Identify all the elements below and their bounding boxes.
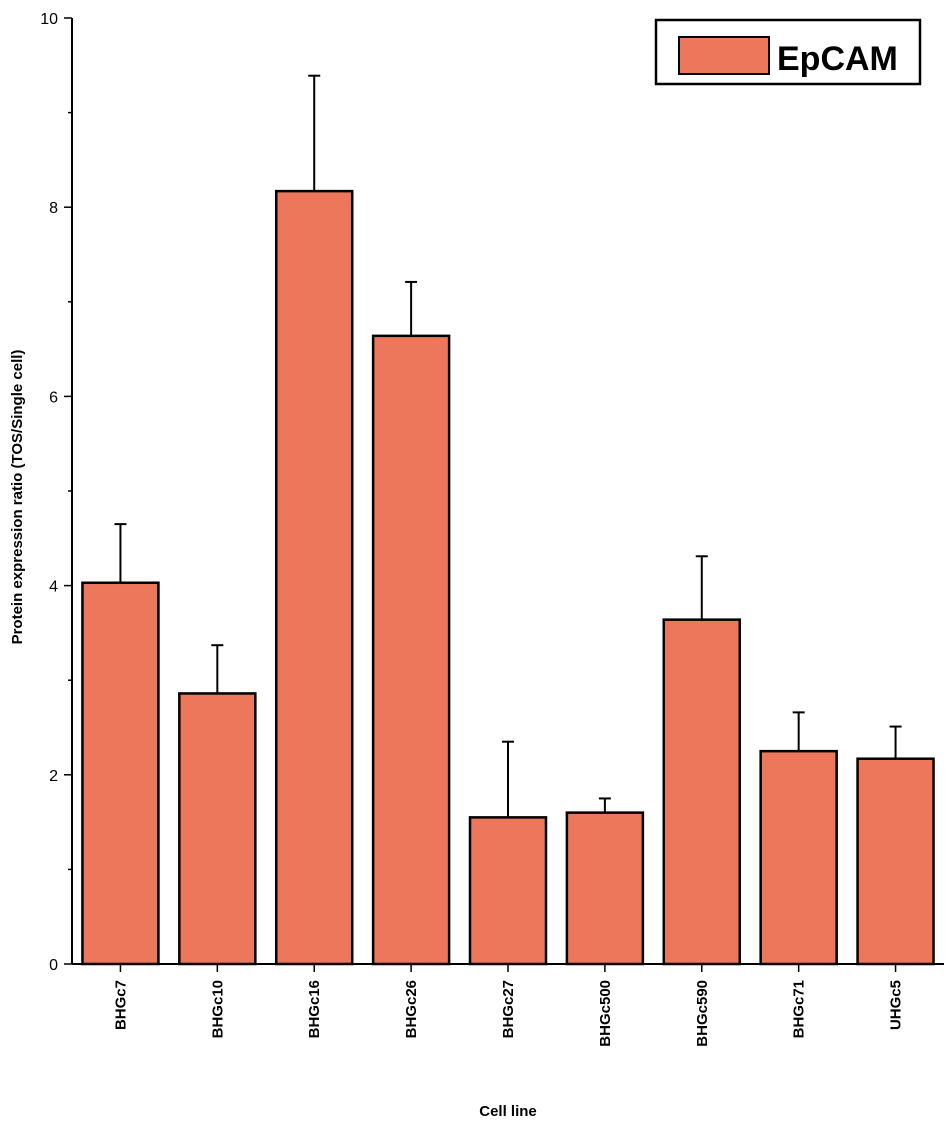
legend-swatch: [678, 36, 770, 75]
x-tick-label: BHGc27: [500, 980, 517, 1038]
bar: [565, 811, 645, 966]
x-tick-label: UHGc5: [888, 980, 905, 1030]
x-tick-label: BHGc16: [306, 980, 323, 1038]
y-tick-label: 10: [40, 11, 58, 28]
x-tick-label: BHGc26: [403, 980, 420, 1038]
bar: [856, 757, 935, 966]
y-tick-label: 2: [49, 768, 58, 785]
bar: [662, 618, 742, 966]
bar: [178, 692, 257, 966]
y-axis: 0 2 4 6 8 10: [40, 11, 73, 974]
x-tick-label: BHGc7: [112, 980, 129, 1030]
x-tick-label: BHGc500: [597, 980, 614, 1047]
y-axis-title: Protein expression ratio (TOS/Single cel…: [9, 350, 26, 645]
x-axis: BHGc7 BHGc10 BHGc16 BHGc26 BHGc27 BHGc500 BHGc…: [72, 963, 944, 1047]
bar: [274, 189, 354, 966]
legend-label: EpCAM: [777, 40, 898, 78]
bar: [81, 581, 160, 966]
y-tick-label: 6: [49, 389, 58, 406]
y-tick-label: 8: [49, 200, 58, 217]
bar: [371, 334, 451, 966]
bar: [759, 749, 838, 966]
bar: [468, 816, 548, 966]
legend: EpCAM: [654, 18, 922, 86]
y-tick-label: 4: [49, 579, 58, 596]
x-tick-label: BHGc590: [694, 980, 711, 1047]
x-tick-label: BHGc10: [209, 980, 226, 1038]
y-tick-label: 0: [49, 957, 58, 974]
bar-series: [81, 74, 935, 966]
x-tick-label: BHGc71: [791, 980, 808, 1038]
x-axis-title: Cell line: [479, 1103, 537, 1120]
